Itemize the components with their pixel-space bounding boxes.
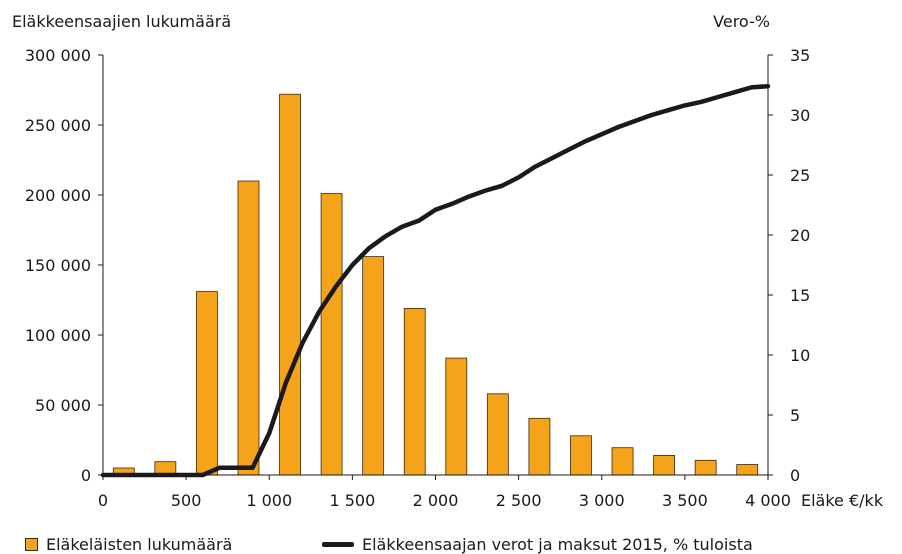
left-tick-label-6: 300 000 [25, 46, 91, 65]
bar-6 [362, 256, 385, 476]
x-tick-label-6: 3 000 [579, 491, 625, 510]
x-tick-label-2: 1 000 [246, 491, 292, 510]
left-tick-label-2: 100 000 [25, 326, 91, 345]
legend-swatch-line [322, 542, 354, 547]
bar-12 [611, 447, 634, 476]
bar-4 [279, 93, 301, 476]
x-tick-label-3: 1 500 [329, 491, 375, 510]
right-tick-label-2: 10 [790, 346, 810, 365]
left-tick-label-0: 0 [81, 466, 91, 485]
tax-line [100, 83, 771, 478]
left-tick-label-3: 150 000 [25, 256, 91, 275]
left-tick-label-1: 50 000 [35, 396, 91, 415]
x-axis-label: Eläke €/kk [801, 491, 884, 510]
bar-13 [653, 454, 675, 476]
right-tick-label-1: 5 [790, 406, 800, 425]
right-tick-label-7: 35 [790, 46, 810, 65]
right-axis-title: Vero-% [713, 12, 770, 31]
left-axis-title: Eläkkeensaajien lukumäärä [12, 12, 231, 31]
bar-9 [486, 393, 509, 476]
legend-item-line: Eläkkeensaajan verot ja maksut 2015, % t… [322, 535, 753, 554]
bar-15 [736, 464, 759, 476]
line-group [100, 83, 771, 478]
right-tick-label-5: 25 [790, 166, 810, 185]
bar-10 [528, 417, 551, 476]
x-tick-label-0: 0 [98, 491, 108, 510]
left-tick-label-5: 250 000 [25, 116, 91, 135]
legend: Eläkeläisten lukumäärä Eläkkeensaajan ve… [0, 530, 902, 554]
bar-3 [237, 180, 260, 476]
legend-swatch-bars [25, 538, 38, 551]
x-tick-label-5: 2 500 [496, 491, 542, 510]
chart-canvas: Eläkkeensaajien lukumäärä Vero-% 0 50 000… [12, 12, 884, 510]
right-tick-label-6: 30 [790, 106, 810, 125]
bar-5 [320, 193, 343, 476]
bar-7 [403, 307, 426, 476]
bars-group [112, 93, 759, 476]
right-tick-label-3: 15 [790, 286, 810, 305]
x-tick-label-7: 3 500 [662, 491, 708, 510]
bar-2 [196, 291, 218, 476]
x-tick-label-4: 2 000 [413, 491, 459, 510]
x-tick-label-8: 4 000 [745, 491, 791, 510]
legend-item-bars: Eläkeläisten lukumäärä [25, 535, 232, 554]
bar-8 [445, 357, 468, 476]
right-tick-label-4: 20 [790, 226, 810, 245]
x-tick-label-1: 500 [171, 491, 202, 510]
legend-label-line: Eläkkeensaajan verot ja maksut 2015, % t… [362, 535, 753, 554]
bar-14 [694, 459, 717, 476]
legend-label-bars: Eläkeläisten lukumäärä [46, 535, 233, 554]
bar-11 [570, 435, 592, 476]
right-tick-label-0: 0 [790, 466, 800, 485]
left-tick-label-4: 200 000 [25, 186, 91, 205]
